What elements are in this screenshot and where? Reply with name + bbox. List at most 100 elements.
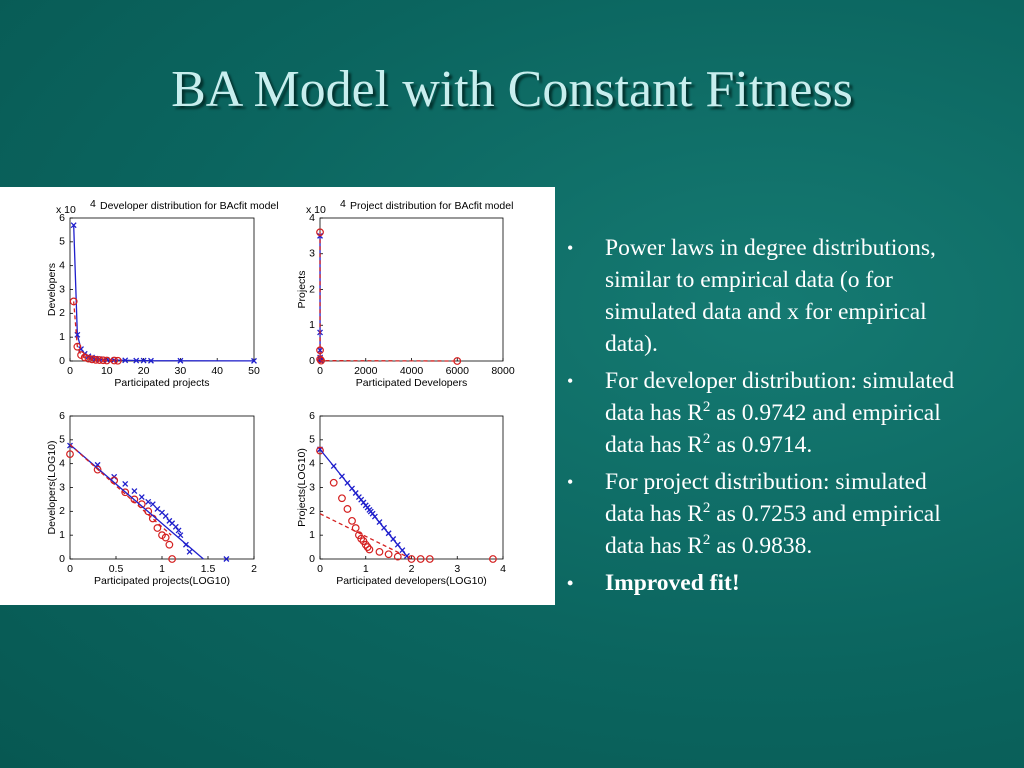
x-tick-label: 50: [248, 365, 260, 377]
data-point: [137, 500, 146, 509]
data-point: [338, 494, 346, 503]
data-point: [162, 513, 169, 520]
x-tick-label: 0: [317, 365, 323, 377]
y-tick-label: 4: [309, 212, 315, 224]
y-multiplier-exponent: 4: [90, 198, 96, 210]
x-axis-label: Participated projects: [114, 377, 209, 389]
y-tick-label: 0: [59, 355, 65, 367]
data-point: [121, 488, 130, 497]
data-point: [95, 356, 104, 364]
superscript: 2: [702, 500, 711, 517]
data-point: [186, 548, 193, 555]
y-tick-label: 0: [309, 553, 315, 565]
x-tick-label: 30: [175, 365, 187, 377]
y-tick-label: 5: [309, 434, 315, 446]
y-tick-label: 2: [59, 307, 65, 319]
data-point: [93, 465, 102, 474]
data-point: [316, 446, 324, 455]
data-point: [177, 532, 184, 539]
bullet: For project distribution: simulated data…: [565, 466, 965, 562]
x-tick-label: 1: [159, 563, 165, 575]
data-point: [102, 356, 111, 365]
data-point: [80, 353, 89, 362]
data-point: [393, 552, 402, 561]
data-point: [175, 527, 182, 534]
bullet-text: as 0.7253 and empirical data has R: [605, 501, 941, 559]
chart-title: Developer distribution for BAcfit model: [100, 200, 279, 212]
data-point: [489, 555, 497, 563]
data-point: [425, 555, 434, 563]
x-tick-label: 0: [67, 563, 73, 575]
y-tick-label: 5: [59, 236, 65, 248]
data-point: [363, 543, 372, 551]
plot-frame: [319, 415, 504, 560]
data-point: [357, 534, 366, 543]
x-tick-label: 2000: [354, 365, 378, 377]
y-tick-label: 1: [59, 529, 65, 541]
y-axis-label: Developers: [46, 263, 58, 316]
x-tick-label: 1.5: [201, 563, 216, 575]
data-point: [69, 297, 78, 306]
plot-frame: [319, 217, 504, 362]
data-point: [73, 342, 82, 351]
data-point: [66, 450, 74, 459]
y-tick-label: 4: [309, 457, 315, 469]
data-point: [84, 354, 93, 363]
plot-frame: [69, 415, 255, 560]
data-point: [375, 547, 384, 556]
data-point: [317, 356, 326, 365]
data-point: [453, 357, 462, 365]
data-point: [145, 498, 152, 505]
slide-title: BA Model with Constant Fitness: [171, 61, 853, 118]
bullet-text: For project distribution: simulated data…: [605, 469, 927, 527]
data-point: [131, 488, 138, 495]
data-point: [348, 516, 356, 525]
y-multiplier: x 10: [56, 204, 76, 216]
x-tick-label: 1: [363, 563, 369, 575]
bullet-list: Power laws in degree distributions, simi…: [565, 232, 965, 604]
data-point: [223, 556, 230, 562]
series-line: [69, 444, 172, 536]
x-tick-label: 8000: [491, 365, 515, 377]
data-point: [251, 357, 257, 364]
series-line: [319, 513, 412, 560]
y-tick-label: 0: [309, 355, 315, 367]
data-point: [384, 550, 393, 559]
y-tick-label: 1: [59, 331, 65, 343]
data-point: [70, 222, 77, 229]
data-point: [67, 442, 73, 449]
y-tick-label: 2: [309, 505, 315, 517]
series-line: [319, 448, 410, 560]
y-multiplier: x 10: [306, 204, 326, 216]
x-tick-label: 0.5: [109, 563, 124, 575]
superscript: 2: [702, 399, 711, 416]
bullet: Improved fit!: [565, 567, 965, 599]
data-point: [140, 357, 147, 364]
x-axis-label: Participated Developers: [356, 377, 467, 389]
data-point: [88, 355, 96, 364]
y-tick-label: 2: [59, 505, 65, 517]
data-point: [177, 357, 184, 364]
data-point: [149, 501, 156, 508]
y-axis-label: Developers(LOG10): [46, 441, 58, 535]
y-tick-label: 3: [59, 481, 65, 493]
data-point: [91, 355, 100, 364]
bullet-text: Power laws in degree distributions, simi…: [605, 235, 936, 357]
data-point: [148, 357, 154, 364]
data-point: [161, 533, 170, 542]
data-point: [416, 555, 425, 563]
data-point: [133, 357, 140, 364]
series-line: [319, 232, 458, 362]
data-point: [99, 356, 108, 365]
data-point: [316, 228, 324, 237]
superscript: 2: [702, 532, 711, 549]
x-tick-label: 10: [101, 365, 113, 377]
data-point: [113, 356, 122, 365]
chart-title: Project distribution for BAcfit model: [350, 200, 513, 212]
data-point: [317, 347, 324, 354]
y-tick-label: 1: [309, 529, 315, 541]
data-point: [168, 555, 177, 563]
y-tick-label: 3: [309, 481, 315, 493]
data-point: [153, 524, 162, 532]
